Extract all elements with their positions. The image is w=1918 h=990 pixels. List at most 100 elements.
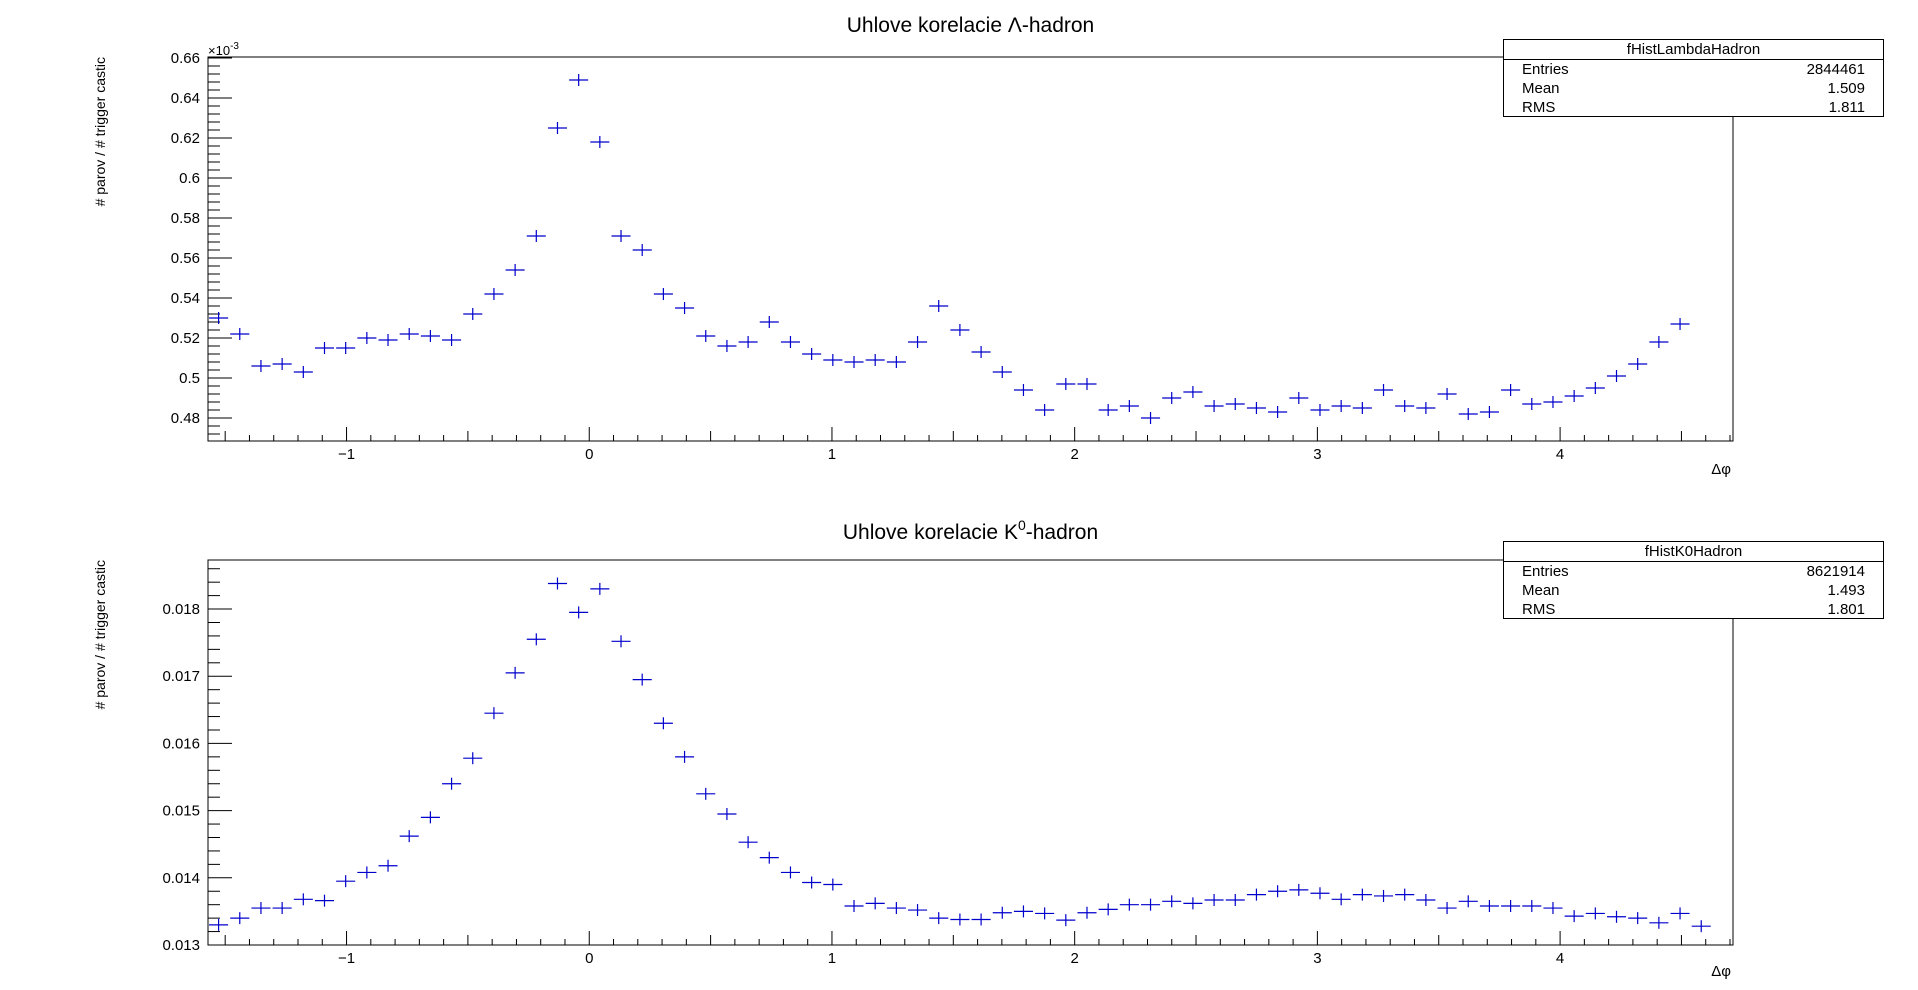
data-point [1098,903,1118,916]
data-point [590,136,610,148]
data-point [1649,336,1669,348]
data-point [1373,889,1394,902]
plot-frame [207,56,1734,442]
y-tick-label: 0.018 [162,601,200,618]
x-tick-label: 3 [1313,446,1321,463]
data-point [653,288,673,300]
data-point [1691,920,1711,933]
data-point [1013,384,1033,396]
data-point [675,750,695,763]
stats-mean-value: 1.493 [1827,582,1865,599]
data-point [886,902,906,915]
y-tick-label: 0.58 [171,210,200,227]
data-point [399,830,419,843]
data-point [1310,404,1330,416]
y-tick-label: 0.62 [171,130,200,147]
data-point [1183,897,1203,910]
k0-stats-box: fHistK0Hadron Entries 8621914 Mean 1.493… [1503,541,1884,619]
y-tick-label: 0.014 [162,870,200,887]
data-point [611,635,631,648]
y-tick-label: 0.017 [162,668,200,685]
data-point [780,336,800,348]
data-point [802,348,822,360]
data-point [463,308,483,320]
data-point [780,866,800,879]
data-point [1628,912,1648,925]
data-point [442,334,462,346]
data-point [1204,400,1224,412]
data-point [696,330,716,342]
data-point [1098,404,1118,416]
data-point [357,866,377,879]
data-point [1437,902,1457,915]
x-tick-label: 2 [1070,950,1078,967]
data-point [1246,888,1266,901]
data-point [823,354,843,366]
data-point [717,340,737,352]
data-point [209,918,229,931]
data-point [1416,402,1436,414]
data-point [1458,895,1478,908]
x-tick-label: −1 [338,950,355,967]
data-point [908,336,928,348]
data-point [1585,907,1605,920]
data-point [717,807,737,820]
x-tick-label: 3 [1313,950,1321,967]
data-point [251,902,271,915]
data-point [505,264,525,276]
data-point [1056,378,1076,390]
x-tick-label: 1 [828,950,836,967]
data-point [1056,914,1076,927]
data-point [950,913,970,926]
data-point [272,358,292,370]
data-point [272,902,292,915]
data-point [1564,910,1584,923]
stats-rms-label: RMS [1522,601,1556,618]
data-point [378,334,398,346]
y-tick-label: 0.5 [179,370,200,387]
data-point [844,356,864,368]
data-point [336,875,356,888]
data-point [738,836,758,849]
data-point [1458,408,1478,420]
data-point [971,913,991,926]
x-tick-label: 4 [1556,950,1564,967]
data-point [632,673,652,686]
stats-mean-row: Mean 1.493 [1504,581,1883,600]
data-point [590,582,610,595]
stats-rms-row: RMS 1.811 [1504,98,1883,117]
data-point [696,787,716,800]
x-tick-label: −1 [338,446,355,463]
data-point [1013,905,1033,918]
data-point [1606,370,1627,382]
data-point [802,876,822,889]
y-tick-label: 0.56 [171,250,200,267]
data-point [230,328,250,340]
data-point [1310,887,1330,900]
data-point [420,330,440,342]
stats-rms-label: RMS [1522,99,1556,116]
data-point [865,354,885,366]
data-point [844,900,864,913]
data-point [1670,907,1690,920]
plot-frame [207,559,1734,946]
data-point [992,366,1012,378]
data-point [611,230,631,242]
data-point [314,894,335,907]
data-point [1670,318,1690,330]
data-point [1246,402,1266,414]
stats-rms-value: 1.811 [1828,99,1865,116]
data-point [526,230,546,242]
stats-entries-label: Entries [1522,563,1569,580]
data-point [1119,898,1139,911]
data-point [1289,392,1309,404]
data-point [1522,900,1542,913]
data-point [1437,388,1457,400]
data-point [865,897,885,910]
data-point [1289,883,1309,896]
lambda-stats-box: fHistLambdaHadron Entries 2844461 Mean 1… [1503,39,1884,117]
data-point [908,904,928,917]
data-point [1268,885,1288,898]
data-point [442,777,462,790]
